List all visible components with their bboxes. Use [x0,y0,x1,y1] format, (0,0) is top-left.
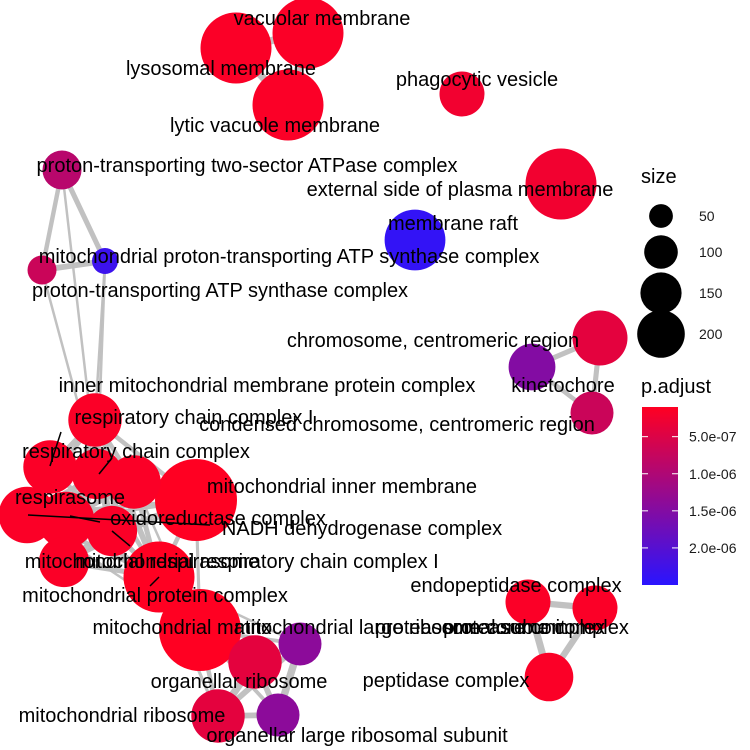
node-label-respiratory-chain-complex: respiratory chain complex [22,441,250,463]
node-label-mitochondrial-proton-transporting-atp-synthase-complex: mitochondrial proton-transporting ATP sy… [39,246,540,268]
node-chromosome-centromeric-region [572,310,628,366]
node-labels-layer: vacuolar membrane lysosomal membrane lytic… [15,8,629,747]
node-organellar-ribosome [228,635,282,689]
node-label-mitochondrial-ribosome: mitochondrial ribosome [19,705,226,727]
node-label-nadh-dehydrogenase-complex: NADH dehydrogenase complex [222,518,502,540]
color-legend-label-2: 1.5e-06 [689,503,737,519]
leader-line-respiratory-chain-complex-i [49,431,62,467]
node-mitochondrial-respirasome [107,455,161,509]
node-label-lytic-vacuole-membrane: lytic vacuole membrane [170,115,380,137]
node-label-respirasome: respirasome [15,487,125,509]
node-label-mitochondrial-respirasome: mitochondrial respirasome [25,551,260,573]
node-oxidoreductase-complex [37,491,95,549]
leader-line-nadh-dehydrogenase-complex [111,530,131,547]
node-label-mitochondrial-inner-membrane: mitochondrial inner membrane [207,476,477,498]
node-lytic-vacuole-membrane [252,69,324,141]
node-phagocytic-vesicle [439,71,485,117]
node-label-lysosomal-membrane: lysosomal membrane [126,58,316,80]
node-external-side-plasma-membrane [525,148,597,220]
node-mitochondrial-ribosome [191,689,245,743]
leader-line-mitochondrial-protein-complex [149,576,160,587]
node-label-mitochondrial-protein-complex: mitochondrial protein complex [22,585,288,607]
node-label-inner-mitochondrial-membrane-protein-complex: inner mitochondrial membrane protein com… [59,375,476,397]
leader-line-respirasome [27,514,211,526]
node-label-phagocytic-vesicle: phagocytic vesicle [396,69,558,91]
node-label-endopeptidase-complex: endopeptidase complex [410,575,621,597]
size-legend-label-150: 150 [699,285,723,301]
node-label-organellar-ribosome: organellar ribosome [151,671,328,693]
node-label-kinetochore: kinetochore [511,375,614,397]
node-label-proteasome-complex: proteasome complex [443,617,629,639]
size-legend-key-50 [649,204,673,228]
node-lysosomal-membrane [200,12,272,84]
node-proton-transporting-atp-synthase-complex [27,255,57,285]
color-legend-label-0: 5.0e-07 [689,429,737,445]
size-legend-label-200: 200 [699,326,723,342]
node-label-organellar-large-ribosomal-subunit: organellar large ribosomal subunit [206,725,508,747]
size-legend-key-150 [640,272,682,314]
leader-lines-layer [27,431,211,587]
nodes-layer [0,0,628,743]
node-proton-transporting-two-sector-atpase-complex [42,150,82,190]
node-label-vacuolar-membrane: vacuolar membrane [234,8,411,30]
node-label-mitochondrial-respiratory-chain-complex-i: mitochondrial respiratory chain complex … [75,551,439,573]
leader-line-oxidoreductase-complex [69,515,101,523]
node-label-external-side-plasma-membrane: external side of plasma membrane [307,179,614,201]
node-membrane-raft [384,209,446,271]
size-legend-label-100: 100 [699,244,723,260]
color-legend: p.adjust 5.0e-07 1.0e-06 1.5e-06 2.0e-06 [641,376,737,585]
size-legend-label-50: 50 [699,208,715,224]
node-proteasome-complex [572,585,618,631]
node-endopeptidase-complex [505,579,551,625]
node-inner-mitochondrial-membrane-protein-complex [68,393,122,447]
color-legend-label-1: 1.0e-06 [689,466,737,482]
node-respiratory-chain-complex [23,440,77,494]
node-mitochondrial-large-ribosomal-subunit [278,622,322,666]
node-peptidase-complex [524,652,574,702]
node-label-membrane-raft: membrane raft [388,213,518,235]
node-label-condensed-chromosome-centromeric-region: condensed chromosome, centromeric region [199,414,595,436]
node-mitochondrial-inner-membrane [155,459,237,541]
color-legend-title: p.adjust [641,376,711,398]
node-vacuolar-membrane [272,0,344,69]
color-bar [642,407,678,585]
node-mitochondrial-proton-transporting-atp-synthase-complex [92,248,118,274]
leader-line-respiratory-chain-complex [98,457,113,475]
node-label-mitochondrial-matrix: mitochondrial matrix [93,617,272,639]
node-label-peptidase-complex: peptidase complex [363,670,530,692]
size-legend-title: size [641,166,677,188]
size-legend-key-200 [637,310,685,358]
node-label-proton-transporting-atp-synthase-complex: proton-transporting ATP synthase complex [32,280,408,302]
node-label-respiratory-chain-complex-i: respiratory chain complex I [75,407,314,429]
size-legend: size 50 100 150 200 [637,166,723,358]
node-label-chromosome-centromeric-region: chromosome, centromeric region [287,330,579,352]
node-condensed-chromosome-centromeric-region [570,391,614,435]
node-kinetochore [508,343,556,391]
node-label-proton-transporting-two-sector-atpase-complex: proton-transporting two-sector ATPase co… [37,155,458,177]
node-mitochondrial-respiratory-chain-complex-i [38,536,90,588]
size-legend-key-100 [644,235,678,269]
color-legend-label-3: 2.0e-06 [689,540,737,556]
node-label-proteasome-core-complex: proteasome core complex [375,617,605,639]
node-label-mitochondrial-large-ribosomal-subunit: mitochondrial large ribosomal subunit [234,617,566,639]
node-organellar-large-ribosomal-subunit [256,693,300,737]
node-mitochondrial-matrix [159,589,241,671]
node-label-oxidoreductase-complex: oxidoreductase complex [110,508,326,530]
